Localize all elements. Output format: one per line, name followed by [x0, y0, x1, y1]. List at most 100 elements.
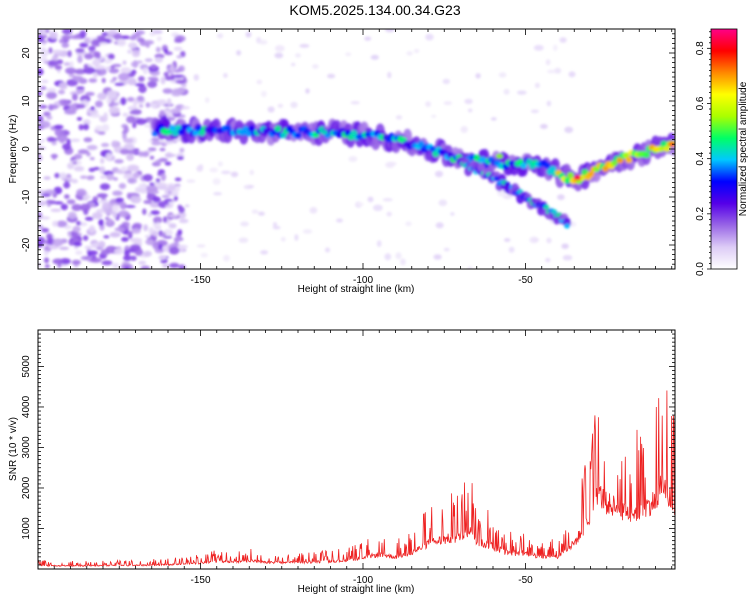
heatmap-cell — [475, 73, 481, 79]
heatmap-cell — [174, 177, 182, 182]
heatmap-cell — [124, 205, 136, 208]
heatmap-cell — [61, 35, 71, 41]
heatmap-cell — [61, 42, 70, 48]
heatmap-cell — [442, 78, 450, 85]
heatmap-cell — [196, 165, 203, 172]
heatmap-cell — [435, 222, 444, 229]
heatmap-cell — [406, 51, 413, 56]
heatmap-cell — [85, 91, 95, 96]
snr-xtick-label: -50 — [518, 575, 533, 586]
heatmap-cell — [668, 141, 675, 147]
colorbar-axes: 0.0 0.2 0.4 0.6 0.8 — [695, 31, 711, 276]
heatmap-cell — [132, 122, 137, 129]
heatmap-cell — [312, 64, 319, 69]
heatmap-cell — [41, 193, 51, 197]
heatmap-cell — [155, 178, 161, 183]
heatmap-cell — [135, 118, 147, 125]
heatmap-cell — [543, 204, 550, 210]
heatmap-cell — [56, 59, 64, 65]
heatmap-cell — [155, 222, 161, 229]
heatmap-cell — [224, 124, 232, 132]
heatmap-cell — [174, 88, 186, 94]
heatmap-cell — [221, 170, 231, 175]
heatmap-cell — [142, 208, 147, 215]
heatmap-cell — [251, 209, 259, 214]
heatmap-cell — [149, 32, 156, 37]
heatmap-cell — [66, 177, 74, 182]
heatmap-cell — [112, 210, 118, 219]
heatmap-cell — [86, 144, 98, 151]
heatmap-cell — [587, 171, 595, 178]
heatmap-cell — [145, 102, 151, 108]
heatmap-cell — [425, 33, 434, 41]
heatmap-cell — [173, 69, 181, 73]
heatmap-cell — [38, 36, 44, 43]
heatmap-cell — [325, 247, 330, 253]
heatmap-cell — [170, 108, 181, 114]
heatmap-cell — [126, 153, 134, 161]
heatmap-cell — [124, 249, 130, 257]
heatmap-cell — [128, 42, 138, 49]
heatmap-cell — [138, 260, 147, 265]
heatmap-cell — [43, 176, 51, 180]
heatmap-cell — [553, 44, 558, 51]
heatmap-cell — [126, 192, 132, 200]
heatmap-cell — [76, 117, 83, 121]
heatmap-cell — [395, 115, 403, 120]
heatmap-cell — [146, 185, 159, 193]
heatmap-cell — [53, 124, 64, 130]
snr-axes: -150 -100 -50 1000 2000 3000 4000 5000 — [21, 329, 675, 586]
heatmap-cell — [84, 37, 92, 44]
colorbar-label: Normalized spectral amplitude — [738, 81, 749, 216]
heatmap-cell — [167, 117, 176, 121]
heatmap-cell — [160, 173, 167, 182]
heatmap-cell — [529, 236, 539, 244]
heatmap-cell — [114, 159, 124, 164]
heatmap-cell — [149, 201, 161, 208]
heatmap-cell — [92, 71, 98, 79]
heatmap-cell — [443, 247, 450, 252]
heatmap-cell — [258, 40, 268, 45]
heatmap-cell — [130, 61, 139, 68]
colorbar-gradient — [710, 28, 738, 270]
heatmap-cell — [566, 172, 574, 179]
heatmap-cell — [429, 145, 437, 153]
heatmap-cell — [290, 101, 298, 109]
heatmap-cell — [72, 225, 81, 233]
snr-ytick-label: 5000 — [21, 355, 32, 378]
heatmap-cell — [520, 162, 528, 169]
heatmap-cell — [84, 53, 94, 60]
heatmap-cell — [126, 97, 136, 102]
colorbar: 0.0 0.2 0.4 0.6 0.8 Normalized spectral ampl… — [695, 28, 749, 276]
heatmap-cell — [101, 260, 113, 266]
colorbar-tick-label: 0.4 — [695, 151, 706, 165]
heatmap-cell — [497, 189, 506, 197]
heatmap-cell — [443, 101, 452, 105]
heatmap-cell — [563, 177, 571, 184]
heatmap-cell — [145, 239, 154, 245]
heatmap-cell — [38, 262, 42, 267]
heatmap-cell — [417, 140, 425, 148]
heatmap-cell — [141, 151, 150, 157]
heatmap-cell — [168, 214, 178, 218]
heatmap-cell — [90, 39, 102, 47]
heatmap-cell — [367, 196, 374, 203]
heatmap-cell — [115, 197, 124, 203]
heatmap-cell — [223, 73, 228, 78]
spectrogram-ytick-label: 10 — [21, 95, 32, 107]
heatmap-cell — [176, 55, 183, 59]
heatmap-cell — [43, 257, 50, 264]
spectrogram-xtick-label: -50 — [518, 275, 533, 286]
heatmap-cell — [274, 125, 282, 132]
heatmap-cell — [49, 137, 58, 142]
spectrogram-xtick-label: -100 — [353, 275, 373, 286]
heatmap-cell — [570, 221, 577, 227]
heatmap-cell — [274, 52, 284, 59]
heatmap-cell — [223, 254, 230, 262]
heatmap-cell — [76, 86, 85, 90]
heatmap-cell — [450, 212, 455, 216]
snr-xtick-label: -100 — [353, 575, 373, 586]
heatmap-cell — [370, 54, 379, 60]
